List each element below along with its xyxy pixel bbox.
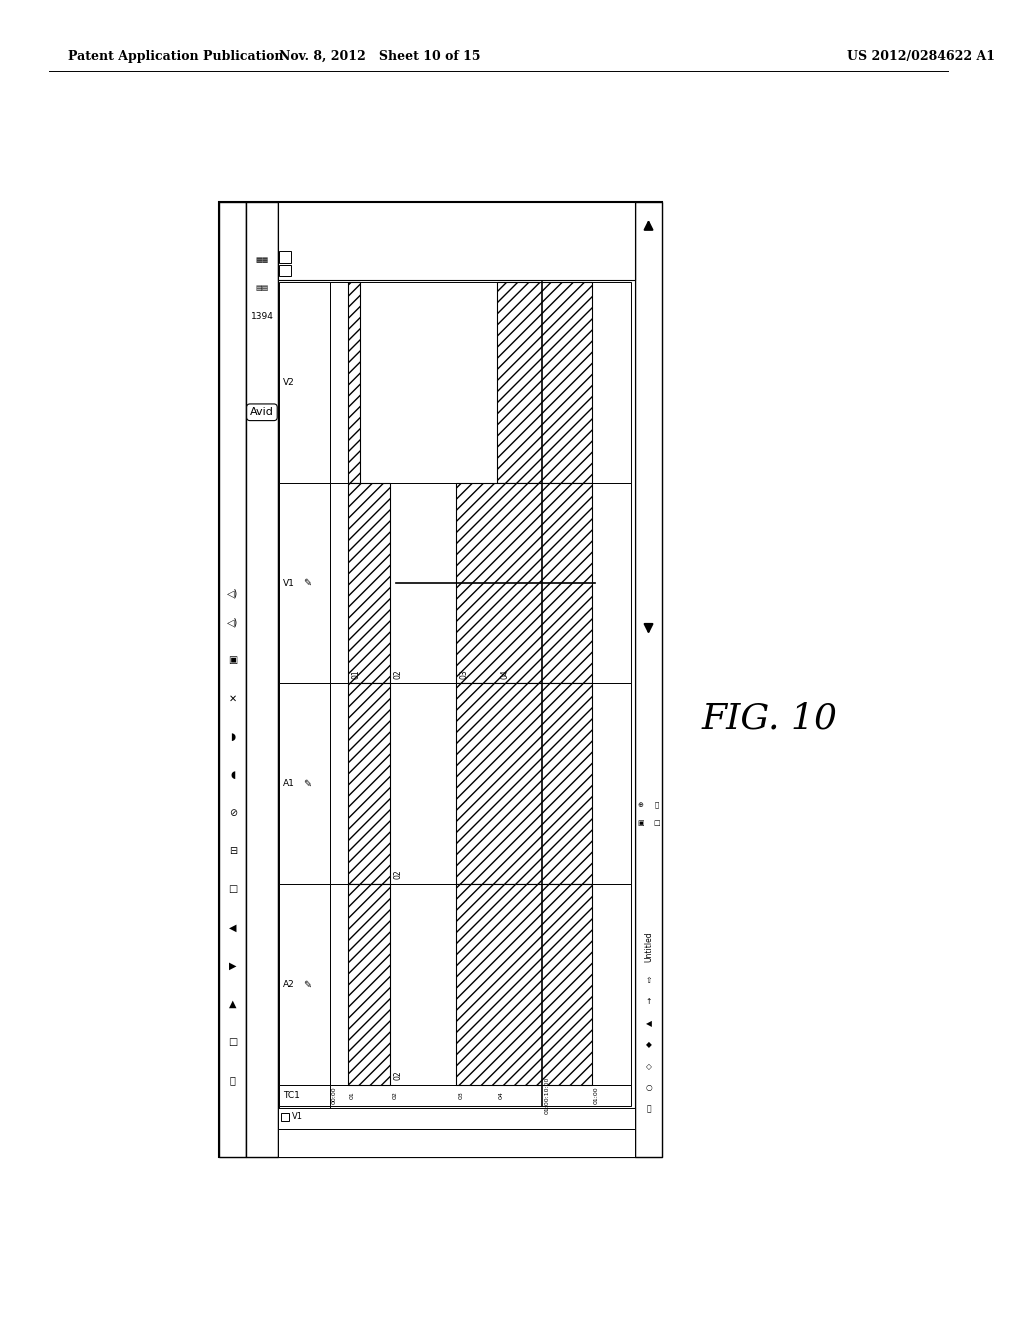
Text: ◇: ◇ xyxy=(645,1061,651,1071)
Text: US 2012/0284622 A1: US 2012/0284622 A1 xyxy=(847,50,995,63)
Text: ↑: ↑ xyxy=(645,998,651,1006)
Bar xyxy=(348,282,360,483)
Text: ▲: ▲ xyxy=(229,999,237,1008)
Text: ✎: ✎ xyxy=(303,779,311,788)
Text: ○: ○ xyxy=(645,1082,652,1092)
Bar xyxy=(280,1106,330,1127)
Text: V1: V1 xyxy=(284,578,295,587)
Text: 03: 03 xyxy=(459,1092,464,1100)
Bar xyxy=(348,483,390,684)
Bar xyxy=(280,684,330,884)
Text: ◀: ◀ xyxy=(645,1019,651,1028)
Bar xyxy=(330,483,631,684)
Text: ⬛: ⬛ xyxy=(229,1076,236,1085)
Bar xyxy=(278,1130,635,1156)
Bar xyxy=(219,202,247,1156)
Text: □: □ xyxy=(653,820,659,825)
Text: TC1: TC1 xyxy=(284,1090,300,1100)
Bar xyxy=(330,282,631,483)
Bar xyxy=(457,684,592,884)
Text: 03: 03 xyxy=(460,669,468,678)
Text: Avid: Avid xyxy=(250,408,273,417)
Bar xyxy=(348,684,390,884)
Text: V1: V1 xyxy=(292,1113,302,1121)
Text: 02: 02 xyxy=(393,1071,402,1080)
Text: 02: 02 xyxy=(393,669,402,678)
Text: □: □ xyxy=(228,1038,238,1047)
Bar xyxy=(457,483,592,684)
Bar xyxy=(278,202,635,280)
Bar xyxy=(280,1085,330,1106)
Bar xyxy=(330,884,631,1085)
Bar xyxy=(497,282,592,483)
Text: ⊟: ⊟ xyxy=(228,846,237,857)
Text: □: □ xyxy=(228,884,238,895)
Bar xyxy=(219,202,663,1156)
Bar xyxy=(278,1107,635,1130)
Text: ▣: ▣ xyxy=(228,656,238,665)
Bar xyxy=(280,282,330,483)
Text: ⊘: ⊘ xyxy=(228,808,237,818)
Text: 04: 04 xyxy=(500,669,509,678)
Text: ▤▤: ▤▤ xyxy=(255,285,268,292)
Text: ⇧: ⇧ xyxy=(645,975,651,985)
Text: Untitled: Untitled xyxy=(644,932,653,962)
Text: ✎: ✎ xyxy=(303,578,311,589)
Bar xyxy=(635,202,663,1156)
Bar xyxy=(280,251,291,263)
Text: ▶: ▶ xyxy=(229,961,237,970)
Text: ◀: ◀ xyxy=(229,923,237,933)
Text: 04: 04 xyxy=(499,1092,504,1100)
Text: 1394: 1394 xyxy=(251,313,273,321)
Text: 00:00: 00:00 xyxy=(332,1086,337,1104)
Text: ⬛: ⬛ xyxy=(646,1105,651,1113)
Text: ◗: ◗ xyxy=(230,731,236,742)
Bar xyxy=(330,684,631,884)
Text: A1: A1 xyxy=(284,779,295,788)
Text: FIG. 10: FIG. 10 xyxy=(701,701,837,735)
Text: A2: A2 xyxy=(284,979,295,989)
Bar xyxy=(457,884,592,1085)
Text: ◆: ◆ xyxy=(645,1040,651,1049)
Text: ⊕: ⊕ xyxy=(638,803,644,808)
Bar xyxy=(278,202,635,1156)
Text: ◖: ◖ xyxy=(230,770,236,780)
Text: 01:00: 01:00 xyxy=(594,1086,599,1104)
Text: 02: 02 xyxy=(392,1092,397,1100)
Bar xyxy=(280,483,330,684)
Text: ◁): ◁) xyxy=(227,618,239,627)
Bar xyxy=(247,202,278,1156)
Bar xyxy=(282,1113,289,1121)
Text: 02: 02 xyxy=(393,870,402,879)
Text: ▣: ▣ xyxy=(637,820,644,825)
Bar xyxy=(280,264,291,276)
Text: V2: V2 xyxy=(284,378,295,387)
Text: 01: 01 xyxy=(351,669,360,678)
Bar xyxy=(330,1085,631,1106)
Text: ⬛: ⬛ xyxy=(654,801,658,808)
Text: 01:00:10:00: 01:00:10:00 xyxy=(544,1077,549,1114)
Text: Nov. 8, 2012   Sheet 10 of 15: Nov. 8, 2012 Sheet 10 of 15 xyxy=(279,50,480,63)
Text: Patent Application Publication: Patent Application Publication xyxy=(69,50,284,63)
Text: ▦▦: ▦▦ xyxy=(255,256,268,263)
Bar xyxy=(280,884,330,1085)
Text: 01: 01 xyxy=(350,1092,355,1100)
Text: ✕: ✕ xyxy=(228,693,237,704)
Bar xyxy=(348,884,390,1085)
Text: ✎: ✎ xyxy=(303,979,311,989)
Text: ◁): ◁) xyxy=(227,589,239,598)
